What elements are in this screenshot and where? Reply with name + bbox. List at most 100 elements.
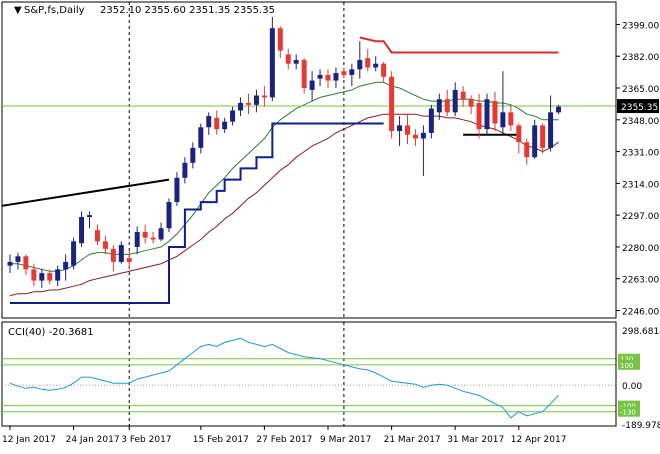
time-label-2: 3 Feb 2017 — [121, 435, 171, 445]
ema-slow-path — [9, 113, 559, 297]
candle-body-2 — [23, 256, 29, 270]
resistance-step-line — [359, 36, 559, 54]
candle-body-30 — [246, 102, 251, 105]
candle-body-18 — [150, 237, 156, 240]
price-axis: 2399.00 2382.00 2365.00 2348.00 2331.00 2314.… — [615, 2, 659, 318]
candle-body-42 — [341, 71, 347, 75]
cci-tick-label-0: 298.6814 — [622, 327, 660, 337]
candle-body-36 — [293, 59, 299, 64]
candle-body-23 — [190, 147, 196, 163]
ema-slow-line — [9, 113, 559, 297]
last-price-tag — [617, 99, 659, 114]
time-label-0: 12 Jan 2017 — [2, 435, 56, 445]
cci-level-tag-5 — [618, 406, 640, 417]
candle-body-14 — [118, 245, 124, 262]
candle-body-58 — [468, 99, 474, 107]
cci-tick-label-2: 100 — [620, 362, 633, 370]
support-step-line — [10, 122, 384, 305]
candle-body-16 — [134, 231, 140, 247]
trendline — [1, 178, 170, 207]
cci-level-tag-2 — [618, 359, 640, 370]
candle-body-51 — [412, 134, 418, 139]
price-tick-label-0: 2399.00 — [622, 21, 659, 31]
candle-body-28 — [230, 110, 236, 122]
price-tick-label-7: 2280.00 — [622, 244, 659, 254]
ema-fast-line — [10, 81, 559, 272]
candle-body-61 — [492, 101, 498, 124]
candle-body-43 — [349, 69, 355, 75]
candle-body-1 — [15, 256, 21, 262]
candle-body-66 — [532, 125, 538, 158]
symbol-label: S&P,fs,Daily — [24, 5, 85, 16]
cci-tick-label-5: -130 — [620, 409, 636, 417]
price-tick-label-4: 2331.00 — [622, 149, 659, 159]
candle-body-20 — [166, 202, 172, 229]
cci-tick-label-1: 130 — [620, 356, 633, 364]
price-tick-label-1: 2382.00 — [622, 53, 659, 63]
cci-tick-label-3: 0.00 — [622, 382, 642, 392]
time-label-1: 24 Jan 2017 — [66, 435, 120, 445]
candle-body-25 — [206, 116, 212, 128]
trendline-group — [1, 178, 170, 207]
resistance-step-path — [359, 36, 559, 54]
candle-body-45 — [365, 58, 371, 68]
candle-body-21 — [174, 177, 180, 203]
time-label-4: 27 Feb 2017 — [256, 435, 312, 445]
candle-body-35 — [285, 54, 291, 64]
time-label-7: 31 Mar 2017 — [447, 435, 504, 445]
cci-level-tag-4 — [618, 400, 640, 411]
cci-path — [9, 337, 559, 419]
candle-body-53 — [428, 108, 434, 133]
candle-body-39 — [317, 74, 323, 79]
collapse-triangle-icon[interactable]: ▼ — [14, 5, 22, 16]
cci-tick-label-4: -100 — [620, 403, 636, 411]
candle-body-50 — [405, 125, 410, 135]
candle-body-41 — [333, 73, 339, 81]
candle-body-47 — [381, 63, 387, 77]
candle-body-69 — [556, 106, 562, 113]
candle-body-17 — [142, 231, 148, 238]
last-price-tag-label: 2355.35 — [621, 103, 658, 113]
candle-body-40 — [325, 74, 331, 81]
candle-body-3 — [31, 269, 37, 281]
candle-body-54 — [436, 99, 442, 113]
price-tick-label-8: 2263.00 — [622, 276, 659, 286]
candle-body-4 — [39, 273, 45, 281]
candle-body-56 — [452, 89, 458, 113]
candle-body-6 — [55, 269, 61, 281]
candle-body-55 — [444, 99, 450, 113]
candle-body-63 — [508, 112, 514, 126]
cci-panel-frame — [1, 321, 617, 427]
cci-level-lines — [2, 358, 616, 413]
candle-body-29 — [238, 102, 244, 111]
candle-body-32 — [261, 95, 267, 98]
candle-body-67 — [540, 125, 546, 148]
candle-body-52 — [420, 132, 426, 139]
time-label-8: 12 Apr 2017 — [511, 435, 567, 445]
cci-line — [9, 337, 559, 419]
candle-body-65 — [524, 142, 530, 158]
candle-body-19 — [158, 228, 164, 240]
candle-body-68 — [548, 112, 554, 148]
candle-body-33 — [269, 28, 275, 98]
cci-tick-label-6: -189.9789 — [622, 421, 660, 431]
candle-body-15 — [126, 258, 132, 262]
price-panel[interactable]: ▼ S&P,fs,Daily 2352.10 2355.60 2351.35 2… — [1, 1, 617, 319]
candle-body-8 — [71, 241, 77, 266]
candle-body-26 — [214, 117, 220, 130]
candle-body-38 — [309, 80, 315, 90]
candle-body-5 — [47, 273, 53, 281]
candle-body-62 — [500, 112, 506, 128]
price-tick-label-5: 2314.00 — [622, 180, 659, 190]
candle-body-13 — [110, 248, 116, 262]
candle-body-10 — [87, 215, 92, 218]
candle-body-57 — [460, 91, 466, 100]
cci-panel[interactable]: CCI(40) -20.3681 — [1, 321, 617, 427]
candle-body-34 — [277, 28, 283, 51]
cci-vertical-markers — [128, 322, 345, 426]
candle-body-11 — [94, 230, 100, 242]
price-tick-label-6: 2297.00 — [622, 212, 659, 222]
